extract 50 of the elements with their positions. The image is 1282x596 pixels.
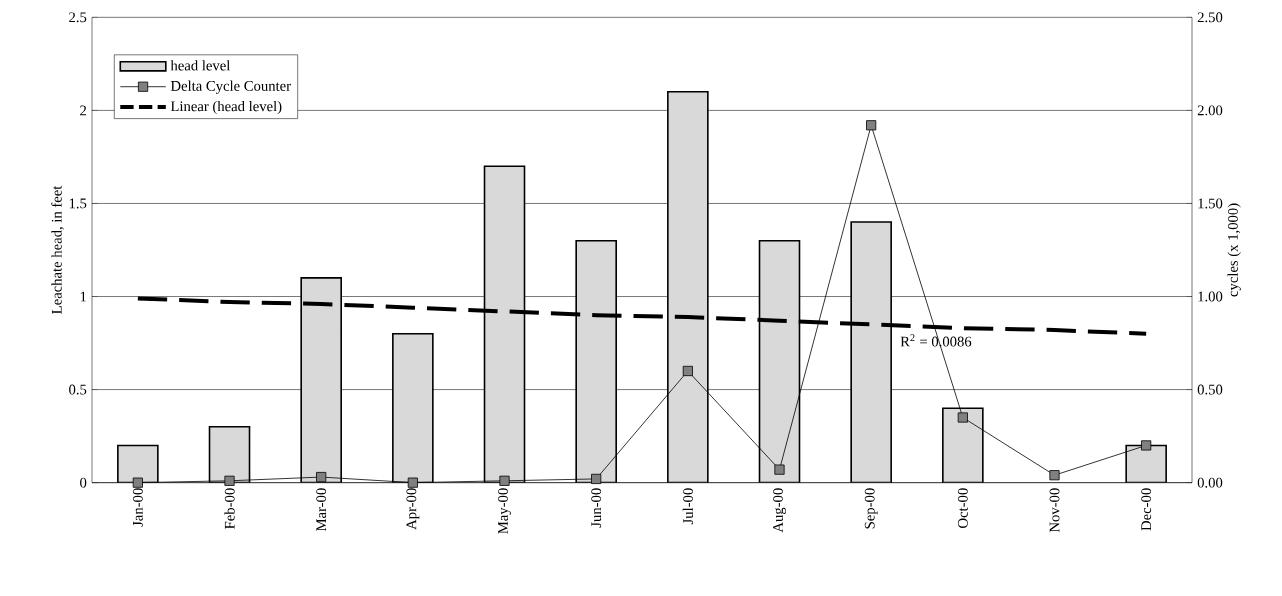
legend-label: head level bbox=[170, 60, 231, 71]
y-tick-label: 2 bbox=[80, 105, 87, 116]
legend-label: Linear (head level) bbox=[170, 100, 282, 115]
point bbox=[316, 472, 327, 483]
point bbox=[499, 475, 510, 486]
y2-tick-label: 1.00 bbox=[1198, 291, 1223, 302]
y-tick-label: 0 bbox=[80, 477, 87, 488]
x-tick-label: Jul-00 bbox=[682, 488, 693, 525]
point bbox=[866, 120, 877, 131]
legend-label: Delta Cycle Counter bbox=[170, 80, 291, 94]
y-axis-title: Leachate head, in feet bbox=[51, 185, 64, 314]
point bbox=[957, 412, 968, 423]
x-tick-label: May-00 bbox=[498, 488, 511, 534]
bar bbox=[942, 407, 984, 483]
bar bbox=[667, 90, 709, 483]
x-tick-label: Feb-00 bbox=[224, 488, 235, 529]
bar bbox=[300, 277, 342, 483]
point bbox=[591, 473, 602, 484]
point bbox=[224, 475, 235, 486]
x-tick-label: Jun-00 bbox=[591, 488, 602, 528]
bar bbox=[850, 221, 892, 483]
x-tick-label: Aug-00 bbox=[773, 488, 786, 533]
annotation: R$^{2}$ = 0.0086 bbox=[900, 334, 972, 347]
point bbox=[132, 477, 143, 488]
y2-tick-label: 2.00 bbox=[1197, 105, 1223, 116]
y-tick-label: 1.5 bbox=[69, 198, 87, 209]
x-tick-label: Nov-00 bbox=[1049, 488, 1060, 533]
x-tick-label: Sep-00 bbox=[864, 488, 878, 529]
bar bbox=[392, 332, 434, 483]
y2-axis-title: cycles (x 1,000) bbox=[1227, 203, 1241, 297]
y2-tick-label: 2.50 bbox=[1197, 12, 1223, 23]
x-tick-label: Jan-00 bbox=[132, 488, 143, 527]
y-tick-label: 1 bbox=[80, 291, 86, 302]
point bbox=[774, 464, 785, 475]
point bbox=[1049, 470, 1060, 481]
bar bbox=[575, 239, 617, 483]
bar bbox=[758, 239, 801, 483]
y-tick-label: 0.5 bbox=[69, 384, 87, 395]
point bbox=[682, 365, 693, 377]
bar bbox=[483, 165, 526, 483]
y2-tick-label: 0.00 bbox=[1197, 477, 1223, 488]
x-tick-label: Apr-00 bbox=[406, 488, 420, 530]
x-tick-label: Dec-00 bbox=[1141, 488, 1152, 531]
point bbox=[1141, 440, 1152, 451]
y2-tick-label: 0.50 bbox=[1197, 384, 1223, 395]
x-tick-label: Mar-00 bbox=[316, 488, 327, 532]
y-tick-label: 2.5 bbox=[69, 12, 87, 23]
point bbox=[407, 477, 418, 488]
x-tick-label: Oct-00 bbox=[957, 488, 968, 528]
y2-tick-label: 1.50 bbox=[1198, 198, 1223, 209]
